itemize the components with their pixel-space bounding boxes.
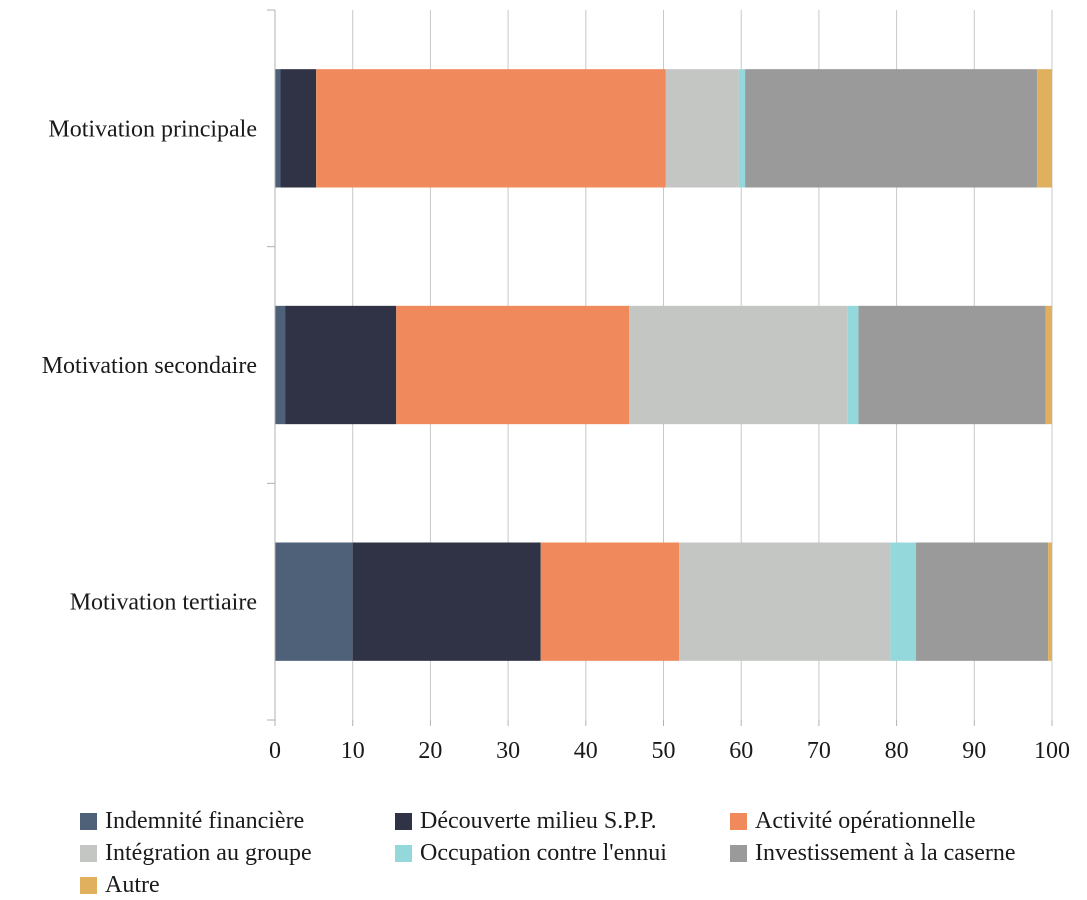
legend-item: Autre	[80, 870, 395, 900]
bar-segment	[665, 69, 739, 188]
bar-segment	[629, 305, 848, 425]
bar-segment	[745, 69, 1038, 188]
bar-segment	[679, 542, 891, 661]
legend-item: Intégration au groupe	[80, 838, 395, 868]
legend-swatch	[730, 812, 747, 830]
category-label: Motivation principale	[48, 116, 257, 142]
legend-label: Autre	[105, 871, 160, 898]
bars	[275, 69, 1052, 661]
legend-swatch	[80, 876, 97, 894]
bar-segment	[738, 69, 746, 188]
x-tick-label: 70	[807, 738, 831, 764]
bar-segment	[275, 542, 353, 661]
legend-item: Occupation contre l'ennui	[395, 838, 730, 868]
bar-segment	[1045, 305, 1052, 425]
bar-segment	[1037, 69, 1052, 188]
x-tick-label: 100	[1034, 738, 1070, 764]
x-tick-label: 90	[962, 738, 986, 764]
legend-item: Indemnité financière	[80, 806, 395, 836]
x-tick-label: 10	[341, 738, 365, 764]
x-tick-labels: 0 10 20 30 40 50 60 70 80 90 100	[269, 738, 1070, 764]
legend-swatch	[395, 844, 412, 862]
bar-segment	[280, 69, 317, 188]
legend-label: Activité opérationnelle	[755, 807, 976, 834]
legend-label: Découverte milieu S.P.P.	[420, 807, 657, 834]
category-label: Motivation secondaire	[42, 353, 257, 379]
x-tick-label: 40	[574, 738, 598, 764]
bar-segment	[275, 69, 281, 188]
bar-segment	[1048, 542, 1052, 661]
legend-item: Investissement à la caserne	[730, 838, 1080, 868]
bar-segment	[285, 305, 397, 425]
legend-swatch	[730, 844, 747, 862]
bar-segment	[540, 542, 680, 661]
legend-label: Occupation contre l'ennui	[420, 839, 667, 866]
x-tick-label: 20	[418, 738, 442, 764]
bar-segment	[316, 69, 666, 188]
bar-segment	[890, 542, 917, 661]
bar-segment	[847, 305, 859, 425]
x-tick-label: 80	[885, 738, 909, 764]
legend-swatch	[395, 812, 412, 830]
bar-segment	[275, 305, 286, 425]
legend-swatch	[80, 844, 97, 862]
x-tick-label: 0	[269, 738, 281, 764]
bar-segment	[352, 542, 541, 661]
x-tick-label: 30	[496, 738, 520, 764]
legend: Indemnité financière Découverte milieu S.…	[80, 806, 1080, 900]
legend-label: Indemnité financière	[105, 807, 305, 834]
axes	[267, 9, 1053, 726]
legend-swatch	[80, 812, 97, 830]
category-labels: Motivation principale Motivation secondai…	[42, 116, 257, 615]
category-label: Motivation tertiaire	[70, 590, 257, 616]
bar-segment	[396, 305, 630, 425]
legend-label: Intégration au groupe	[105, 839, 312, 866]
x-tick-label: 60	[729, 738, 753, 764]
legend-item: Activité opérationnelle	[730, 806, 1080, 836]
bar-segment	[916, 542, 1049, 661]
x-tick-label: 50	[652, 738, 676, 764]
stacked-bar-chart: 0 10 20 30 40 50 60 70 80 90 100 Motivation princi…	[42, 9, 1070, 764]
legend-item: Découverte milieu S.P.P.	[395, 806, 730, 836]
bar-segment	[858, 305, 1046, 425]
legend-label: Investissement à la caserne	[755, 839, 1016, 866]
